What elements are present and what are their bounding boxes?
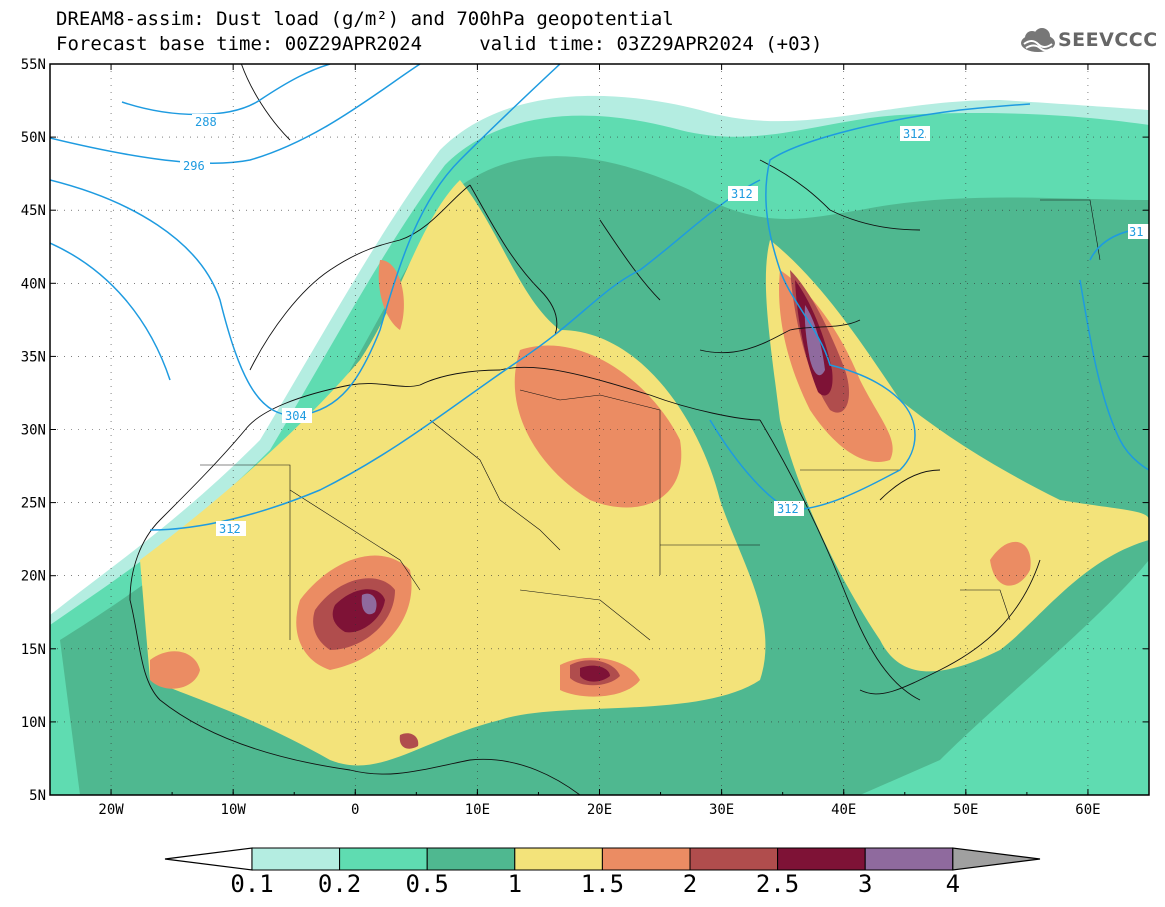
contour-label: 312	[777, 502, 799, 516]
contour-label: 312	[219, 522, 241, 536]
contour-label-group: 288 296 304 312 312 312 312 31	[180, 114, 1149, 536]
lat-label: 50N	[21, 130, 46, 146]
colorbar-swatch	[864, 847, 954, 871]
colorbar-max-arrow	[952, 847, 1041, 871]
contour-label: 312	[731, 187, 753, 201]
colorbar-swatch	[514, 847, 603, 871]
lat-label: 5N	[29, 788, 46, 804]
colorbar-label: 1	[508, 870, 522, 898]
contour-label: 312	[903, 127, 925, 141]
colorbar-swatch	[601, 847, 691, 871]
geopotential-contours	[50, 64, 1149, 531]
lat-label: 15N	[21, 642, 46, 658]
lon-label: 40E	[831, 802, 856, 818]
colorbar-label: 1.5	[581, 870, 624, 898]
colorbar-label: 0.5	[406, 870, 449, 898]
graticule	[50, 64, 1149, 795]
lon-label: 10E	[465, 802, 490, 818]
colorbar-label: 0.2	[318, 870, 361, 898]
contour-label: 304	[285, 409, 307, 423]
lon-label: 20W	[98, 802, 124, 818]
lat-label: 45N	[21, 203, 46, 219]
map-title-line1: DREAM8-assim: Dust load (g/m²) and 700hP…	[56, 8, 674, 30]
lat-label: 20N	[21, 569, 46, 585]
seevccc-logo: SEEVCCC	[1018, 26, 1157, 56]
contour-label: 31	[1129, 225, 1143, 239]
lat-label: 25N	[21, 496, 46, 512]
lon-label: 10W	[221, 802, 247, 818]
lon-label: 20E	[587, 802, 612, 818]
lon-label: 60E	[1075, 802, 1100, 818]
lon-label: 50E	[953, 802, 978, 818]
colorbar-min-arrow	[164, 847, 253, 871]
lat-label: 55N	[21, 57, 46, 73]
latitude-labels: 55N 50N 45N 40N 35N 30N 25N 20N 15N 10N 5N	[21, 57, 46, 804]
colorbar-swatch	[251, 847, 341, 871]
logo-text: SEEVCCC	[1058, 29, 1158, 51]
map-title-line2: Forecast base time: 00Z29APR2024 valid t…	[56, 33, 823, 55]
lat-label: 30N	[21, 423, 46, 439]
lat-label: 35N	[21, 349, 46, 365]
colorbar-swatch	[426, 847, 516, 871]
longitude-labels: 20W 10W 0 10E 20E 30E 40E 50E 60E	[98, 802, 1100, 818]
borders	[200, 199, 1101, 641]
colorbar-swatch	[339, 847, 428, 871]
lon-label: 30E	[709, 802, 734, 818]
colorbar-swatch	[689, 847, 779, 871]
colorbar-label: 4	[946, 870, 960, 898]
colorbar-label: 2	[683, 870, 697, 898]
lon-label: 0	[351, 802, 359, 818]
colorbar-swatch	[777, 847, 866, 871]
lat-label: 40N	[21, 276, 46, 292]
contour-label: 296	[183, 159, 205, 173]
colorbar-label: 3	[858, 870, 872, 898]
colorbar-label: 2.5	[756, 870, 799, 898]
cloud-icon	[1021, 28, 1055, 52]
colorbar-label: 0.1	[230, 870, 273, 898]
contour-label: 288	[195, 115, 217, 129]
coastlines	[129, 64, 1041, 795]
lat-label: 10N	[21, 715, 46, 731]
axis-ticks	[49, 63, 1150, 796]
